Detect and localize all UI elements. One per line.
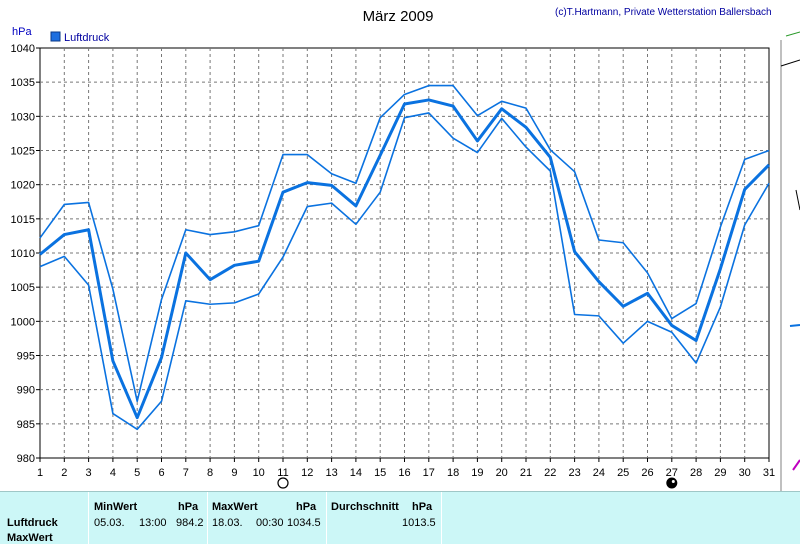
legend[interactable]: Luftdruck (50, 31, 110, 44)
max-unit: hPa (296, 501, 317, 513)
series-line-mean (39, 98, 771, 420)
pressure-chart: März 2009 (c)T.Hartmann, Private Wetters… (11, 7, 800, 491)
x-tick-label: 26 (641, 467, 653, 479)
x-tick-label: 1 (37, 467, 43, 479)
y-tick-label: 1025 (11, 146, 35, 158)
x-tick-label: 11 (277, 467, 288, 479)
x-tick-label: 8 (207, 467, 213, 479)
y-tick-label: 1005 (11, 282, 35, 294)
legend-label: Luftdruck (64, 32, 110, 44)
x-tick-label: 27 (666, 467, 678, 479)
x-tick-label: 3 (86, 467, 92, 479)
series-group (39, 84, 771, 431)
x-tick-label: 20 (496, 467, 508, 479)
x-tick-label: 28 (690, 467, 702, 479)
x-tick-label: 15 (374, 467, 386, 479)
x-tick-label: 2 (61, 467, 67, 479)
y-tick-label: 990 (17, 385, 35, 397)
legend-swatch (50, 31, 61, 42)
min-value: 984.2 (176, 517, 204, 529)
x-tick-label: 30 (739, 467, 751, 479)
max-header: MaxWert (212, 501, 258, 513)
max-time: 00:30 (256, 517, 284, 529)
moon-markers (277, 477, 678, 489)
side-panel (780, 31, 800, 491)
x-tick-label: 13 (325, 467, 337, 479)
x-tick-label: 31 (763, 467, 775, 479)
x-tick-label: 18 (447, 467, 459, 479)
x-tick-label: 5 (134, 467, 140, 479)
avg-unit: hPa (412, 501, 433, 513)
x-tick-label: 25 (617, 467, 629, 479)
max-value: 1034.5 (287, 517, 321, 529)
y-tick-label: 1010 (11, 248, 35, 260)
x-tick-label: 4 (110, 467, 116, 479)
x-tick-label: 9 (231, 467, 237, 479)
y-tick-label: 1030 (11, 111, 35, 123)
x-tick-label: 22 (544, 467, 556, 479)
y-tick-label: 985 (17, 419, 35, 431)
row-label-luftdruck: Luftdruck (7, 517, 58, 529)
y-tick-label: 1020 (11, 180, 35, 192)
min-date: 05.03. (94, 517, 125, 529)
y-tick-label: 1000 (11, 316, 35, 328)
x-tick-label: 14 (350, 467, 362, 479)
min-unit: hPa (178, 501, 199, 513)
x-tick-label: 7 (183, 467, 189, 479)
stats-panel: MinWert hPa MaxWert hPa Durchschnitt hPa… (0, 491, 800, 544)
y-tick-label: 1040 (11, 43, 35, 55)
x-tick-label: 19 (471, 467, 483, 479)
max-date: 18.03. (212, 517, 243, 529)
copyright-text: (c)T.Hartmann, Private Wetterstation Bal… (555, 7, 772, 18)
y-tick-label: 1015 (11, 214, 35, 226)
full-moon-icon (277, 477, 289, 489)
avg-header: Durchschnitt (331, 501, 399, 513)
x-tick-label: 10 (253, 467, 265, 479)
min-header: MinWert (94, 501, 138, 513)
y-tick-labels: 980 985 990 995 1000 1005 1010 1015 1020 1025 1030… (11, 43, 35, 465)
x-tick-label: 6 (158, 467, 164, 479)
chart-title: März 2009 (363, 8, 434, 25)
new-moon-highlight (671, 480, 675, 483)
y-tick-label: 1035 (11, 77, 35, 89)
y-axis-unit: hPa (12, 26, 32, 38)
x-tick-label: 23 (568, 467, 580, 479)
x-tick-labels: 1 2 3 4 5 6 7 8 9 10 11 12 13 14 15 16 17 18 19 20 21 22 23 24 2… (37, 467, 775, 479)
x-tick-label: 12 (301, 467, 313, 479)
x-tick-label: 21 (520, 467, 532, 479)
avg-value: 1013.5 (402, 517, 436, 529)
x-tick-label: 17 (423, 467, 435, 479)
y-tick-label: 995 (17, 351, 35, 363)
min-time: 13:00 (139, 517, 167, 529)
x-tick-label: 24 (593, 467, 605, 479)
grid (36, 47, 770, 462)
x-tick-label: 16 (398, 467, 410, 479)
row-label-maxwert: MaxWert (7, 532, 53, 544)
x-tick-label: 29 (714, 467, 726, 479)
series-line-max (39, 84, 770, 403)
new-moon-icon (666, 477, 678, 489)
series-line-min (39, 112, 770, 431)
y-tick-label: 980 (17, 453, 35, 465)
